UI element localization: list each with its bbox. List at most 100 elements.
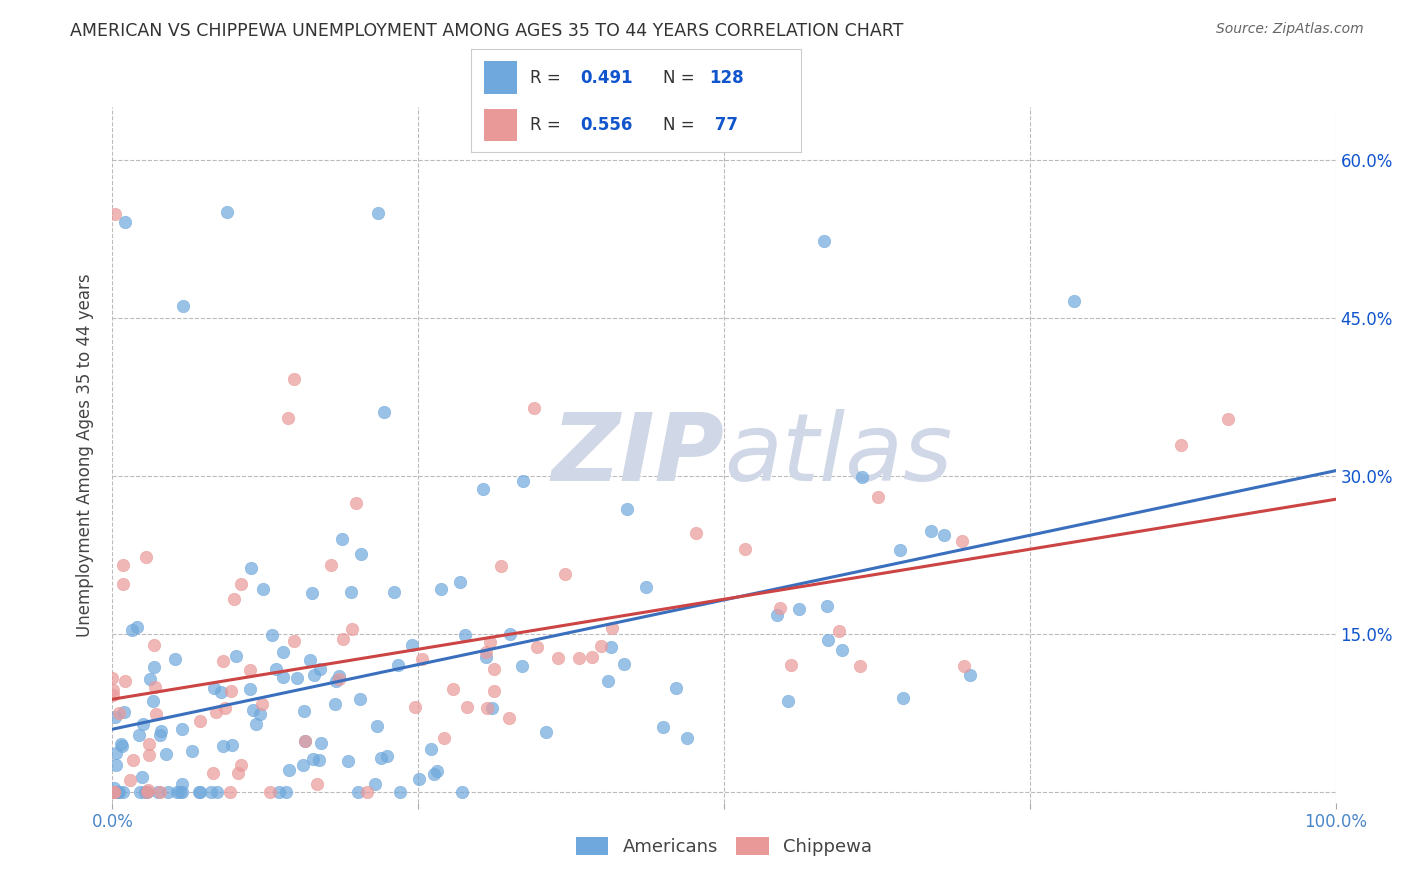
Americans — [430, 582, 453, 597]
Chippewa — [568, 651, 591, 665]
Americans — [959, 668, 981, 682]
Americans — [170, 777, 193, 791]
Americans — [128, 728, 150, 742]
Americans — [349, 692, 371, 706]
Americans — [294, 734, 316, 748]
Americans — [471, 482, 494, 496]
Chippewa — [950, 533, 973, 548]
Chippewa — [107, 706, 129, 720]
Americans — [101, 785, 124, 799]
Chippewa — [204, 705, 226, 719]
Chippewa — [277, 411, 299, 425]
Americans — [301, 752, 323, 766]
Americans — [340, 585, 363, 599]
Chippewa — [600, 621, 623, 635]
Americans — [104, 785, 127, 799]
Chippewa — [283, 634, 305, 648]
Americans — [112, 785, 135, 799]
Americans — [596, 674, 619, 689]
Text: Source: ZipAtlas.com: Source: ZipAtlas.com — [1216, 22, 1364, 37]
Chippewa — [526, 640, 548, 654]
Chippewa — [482, 662, 505, 676]
Americans — [510, 658, 533, 673]
Americans — [932, 528, 955, 542]
Americans — [172, 299, 194, 313]
Americans — [302, 668, 325, 682]
Chippewa — [214, 701, 236, 715]
Chippewa — [103, 785, 125, 799]
Americans — [165, 652, 187, 666]
Americans — [382, 585, 405, 599]
Chippewa — [259, 785, 281, 799]
Americans — [475, 649, 498, 664]
Chippewa — [149, 785, 172, 799]
Americans — [301, 586, 323, 600]
Text: 0.491: 0.491 — [581, 69, 633, 87]
Chippewa — [283, 372, 305, 386]
Text: R =: R = — [530, 69, 567, 87]
Americans — [260, 628, 283, 642]
Chippewa — [202, 766, 225, 780]
Americans — [127, 620, 149, 634]
Text: 0.556: 0.556 — [581, 116, 633, 134]
Chippewa — [136, 783, 159, 797]
Chippewa — [1216, 412, 1239, 426]
Americans — [831, 643, 853, 657]
Americans — [776, 693, 799, 707]
Americans — [112, 706, 135, 720]
Americans — [252, 582, 274, 596]
Chippewa — [101, 671, 124, 685]
Americans — [851, 470, 873, 484]
Americans — [325, 697, 347, 711]
Chippewa — [188, 714, 211, 728]
Chippewa — [475, 644, 498, 658]
Americans — [891, 690, 914, 705]
Chippewa — [145, 706, 167, 721]
Americans — [129, 785, 152, 799]
Americans — [387, 657, 409, 672]
Americans — [389, 785, 412, 799]
Americans — [651, 720, 673, 734]
Americans — [512, 474, 534, 488]
Americans — [920, 524, 942, 539]
Americans — [889, 542, 911, 557]
Americans — [337, 754, 360, 768]
Americans — [135, 785, 157, 799]
Americans — [616, 502, 638, 516]
Americans — [401, 639, 423, 653]
Americans — [292, 758, 315, 772]
Chippewa — [340, 622, 363, 636]
Chippewa — [114, 674, 136, 689]
Americans — [212, 739, 235, 753]
Chippewa — [433, 731, 456, 746]
Text: AMERICAN VS CHIPPEWA UNEMPLOYMENT AMONG AGES 35 TO 44 YEARS CORRELATION CHART: AMERICAN VS CHIPPEWA UNEMPLOYMENT AMONG … — [70, 22, 904, 40]
Chippewa — [547, 651, 569, 665]
Americans — [156, 785, 179, 799]
Text: 128: 128 — [709, 69, 744, 87]
Americans — [308, 753, 330, 767]
Americans — [249, 707, 271, 722]
Americans — [325, 673, 347, 688]
Americans — [204, 681, 226, 696]
Chippewa — [319, 558, 342, 573]
Chippewa — [219, 683, 242, 698]
Americans — [155, 747, 177, 761]
Americans — [169, 785, 191, 799]
Chippewa — [138, 748, 160, 763]
Chippewa — [828, 624, 851, 639]
Americans — [277, 763, 299, 777]
Chippewa — [953, 658, 976, 673]
Americans — [146, 785, 169, 799]
Americans — [142, 694, 165, 708]
Chippewa — [482, 684, 505, 698]
Chippewa — [143, 638, 166, 652]
Chippewa — [101, 688, 124, 702]
Americans — [419, 742, 441, 756]
Chippewa — [581, 650, 603, 665]
Americans — [347, 785, 370, 799]
Chippewa — [224, 592, 246, 607]
Americans — [426, 764, 449, 779]
Americans — [111, 739, 134, 753]
Legend: Americans, Chippewa: Americans, Chippewa — [568, 830, 880, 863]
Americans — [817, 632, 839, 647]
